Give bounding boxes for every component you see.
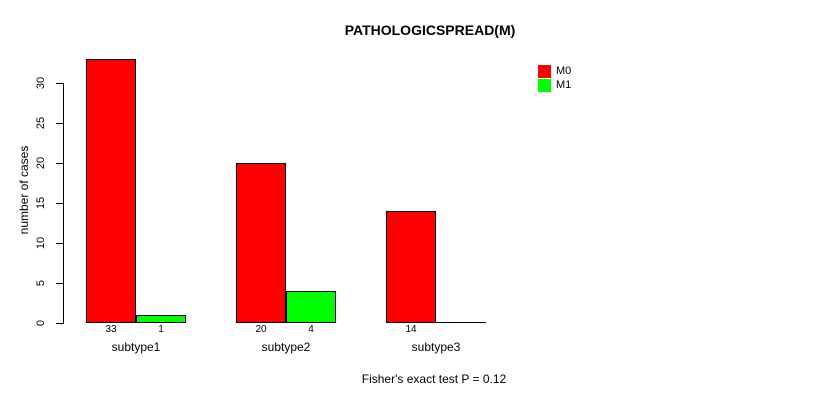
bar-m1-subtype2 xyxy=(286,291,336,323)
x-axis-category-label: subtype1 xyxy=(111,340,161,354)
y-axis-tick xyxy=(56,123,63,124)
chart-title: PATHOLOGICSPREAD(M) xyxy=(344,22,516,38)
legend-label: M1 xyxy=(556,79,572,91)
bar-m1-subtype3-zero-line xyxy=(436,322,486,323)
y-axis-line xyxy=(63,83,64,324)
legend-item-m0: M0 xyxy=(538,65,571,78)
y-axis-tick-label: 0 xyxy=(35,319,47,327)
bar-value-label: 1 xyxy=(158,324,164,335)
x-axis-category-label: subtype2 xyxy=(261,340,311,354)
y-axis-tick xyxy=(56,163,63,164)
y-axis-tick xyxy=(56,243,63,244)
bar-m1-subtype1 xyxy=(136,315,186,323)
y-axis-tick-label: 25 xyxy=(35,116,47,130)
bar-value-label: 20 xyxy=(255,324,267,335)
x-axis-category-label: subtype3 xyxy=(411,340,461,354)
y-axis-tick-label: 30 xyxy=(35,76,47,90)
legend: M0 M1 xyxy=(538,65,571,93)
bar-m0-subtype2 xyxy=(236,163,286,323)
y-axis-tick-label: 5 xyxy=(35,279,47,287)
legend-item-m1: M1 xyxy=(538,79,571,92)
y-axis-tick-label: 10 xyxy=(35,236,47,250)
y-axis-tick-label: 20 xyxy=(35,156,47,170)
y-axis-tick xyxy=(56,323,63,324)
y-axis-tick xyxy=(56,283,63,284)
y-axis-label: number of cases xyxy=(17,145,31,235)
y-axis-tick xyxy=(56,83,63,84)
bar-m0-subtype3 xyxy=(386,211,436,323)
bar-value-label: 33 xyxy=(105,324,117,335)
bar-value-label: 4 xyxy=(308,324,314,335)
bar-value-label: 14 xyxy=(405,324,417,335)
legend-label: M0 xyxy=(556,65,572,77)
annotation-text: Fisher's exact test P = 0.12 xyxy=(361,372,507,386)
y-axis-tick xyxy=(56,203,63,204)
legend-swatch-m0 xyxy=(538,65,551,78)
bar-m0-subtype1 xyxy=(86,59,136,323)
legend-swatch-m1 xyxy=(538,79,551,92)
y-axis-tick-label: 15 xyxy=(35,196,47,210)
